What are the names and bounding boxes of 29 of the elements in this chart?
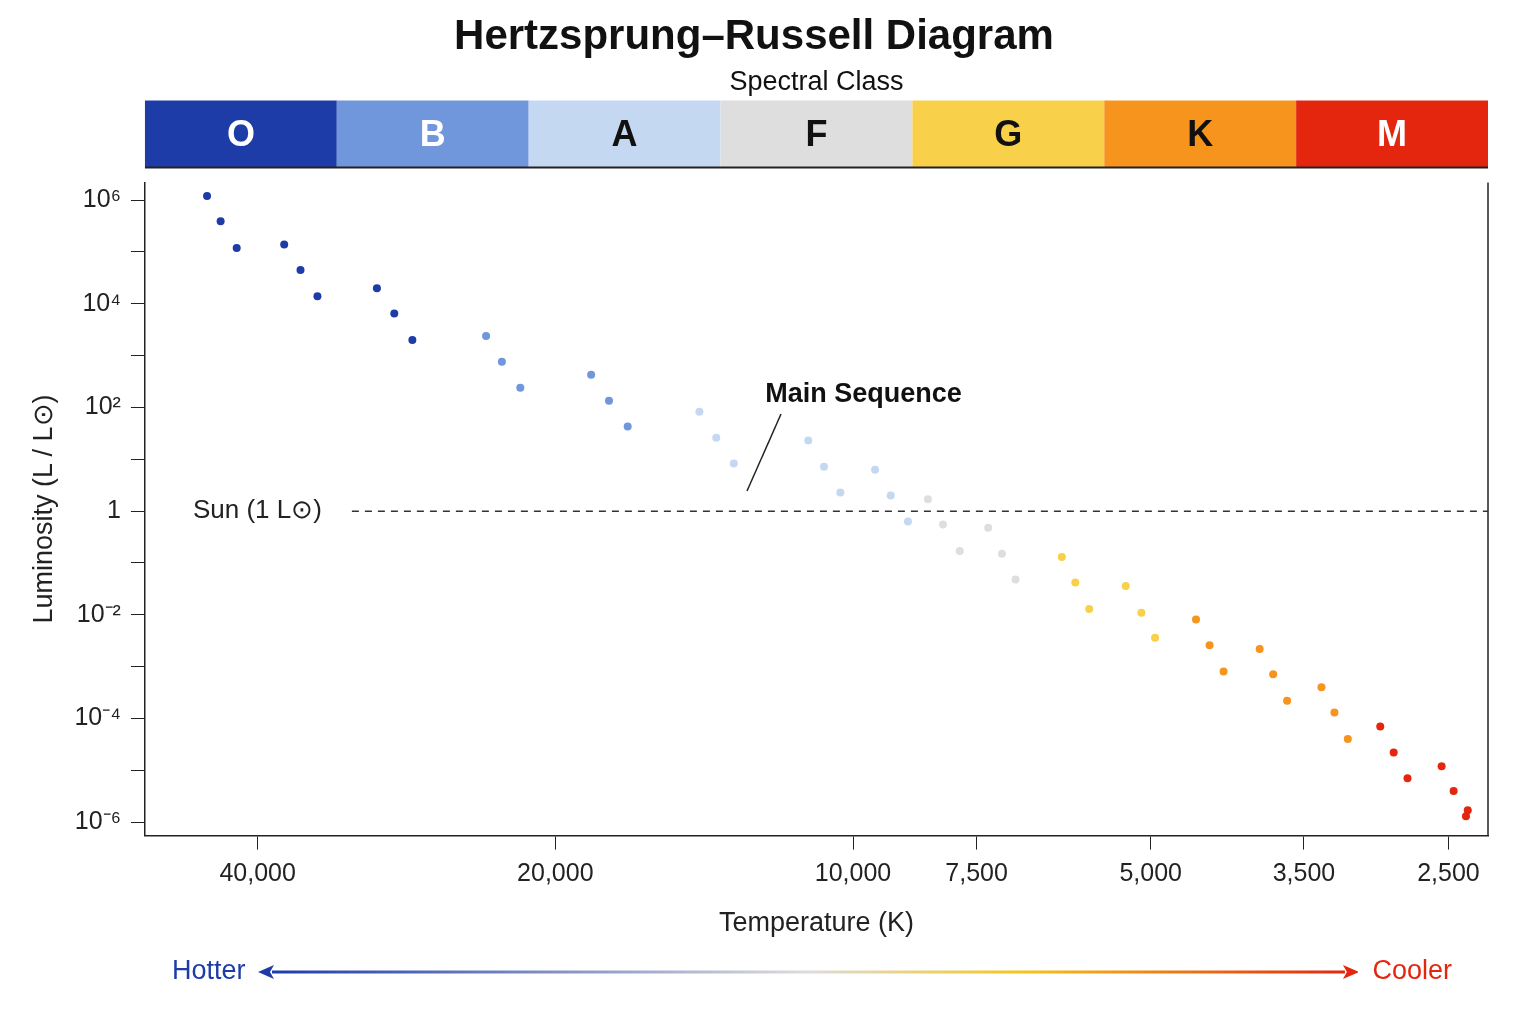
x-tick-label: 3,500: [1272, 858, 1336, 887]
x-tick-label: 40,000: [219, 858, 296, 887]
text: G: [994, 112, 1023, 154]
x-tick-label: 2,500: [1417, 858, 1480, 887]
chart-title: Hertzsprung–Russell Diagram: [454, 10, 1054, 58]
y-tick-label: 10⁻⁴: [74, 702, 121, 731]
x-tick-label: 5,000: [1119, 858, 1183, 887]
y-tick-label: 10⁴: [82, 287, 121, 316]
text: M: [1377, 112, 1408, 154]
y-tick-label: 10⁻²: [76, 598, 121, 627]
x-tick-label: 20,000: [517, 858, 594, 887]
text: Cooler: [1372, 955, 1452, 986]
text: B: [419, 112, 446, 154]
series-label: O: [226, 112, 255, 154]
legend-title: Spectral Class: [729, 66, 904, 97]
text: A: [611, 112, 638, 154]
text: Hotter: [172, 955, 246, 986]
x-tick-label: 10,000: [814, 858, 892, 887]
y-axis-title: Luminosity (L / L⊙): [27, 394, 58, 624]
annotation: Main Sequence: [765, 378, 962, 409]
y-tick-label: 10⁶: [82, 184, 121, 213]
y-tick-label: 10²: [84, 391, 121, 420]
x-axis-title: Temperature (K): [718, 907, 915, 938]
x-tick-label: 7,500: [945, 858, 1008, 887]
text: K: [1187, 112, 1214, 154]
y-tick-label: 1: [107, 495, 121, 524]
ref-line-label: Sun (1 L⊙): [192, 494, 322, 525]
text: F: [805, 112, 828, 154]
y-tick-label: 10⁻⁶: [74, 806, 121, 835]
